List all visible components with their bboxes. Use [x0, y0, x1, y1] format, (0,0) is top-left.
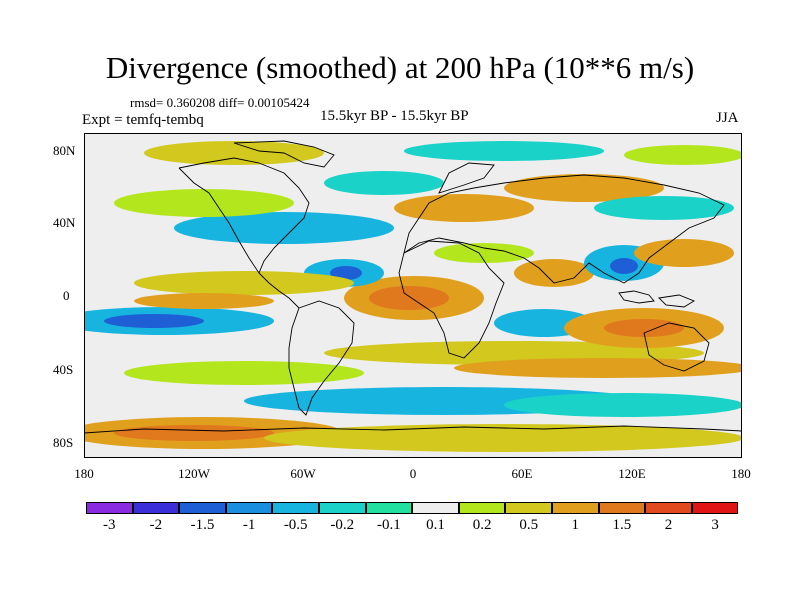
field-blob [324, 171, 444, 195]
field-blob [634, 239, 734, 267]
field-blob [124, 361, 364, 385]
colorbar-swatch [552, 502, 599, 514]
colorbar-swatch [598, 502, 646, 514]
colorbar-label: -2 [149, 517, 163, 533]
lon-label-0: 0 [409, 466, 417, 481]
colorbar-label: 0.5 [519, 517, 539, 533]
colorbar-swatch [225, 502, 273, 514]
colorbar-label: 2 [664, 517, 673, 533]
experiment-label: Expt = temfq-tembq [82, 112, 204, 128]
colorbar-swatch [272, 502, 319, 514]
chart-title: Divergence (smoothed) at 200 hPa (10**6 … [105, 50, 695, 85]
colorbar-swatch [365, 502, 413, 514]
field-blob [264, 424, 742, 452]
colorbar-swatch [412, 502, 459, 514]
field-blob [454, 358, 742, 378]
map-frame [84, 133, 742, 458]
lat-label-80s: 80S [53, 435, 74, 450]
field-blob [604, 319, 684, 337]
lon-label-180w: 180 [74, 466, 94, 481]
colorbar-swatch [645, 502, 692, 514]
colorbar-swatch [86, 502, 133, 514]
lat-label-80n: 80N [53, 143, 76, 158]
colorbar-swatch [691, 502, 739, 514]
lon-label-180e: 180 [731, 466, 751, 481]
colorbar-label: 1 [571, 517, 580, 533]
lon-label-60e: 60E [511, 466, 533, 481]
field-blob [114, 425, 274, 441]
colorbar-swatch [132, 502, 180, 514]
colorbar-swatch [505, 502, 552, 514]
field-blob [504, 393, 742, 417]
field-blob [610, 258, 638, 274]
colorbar-label: -0.2 [330, 517, 355, 533]
field-blob [369, 286, 449, 310]
colorbar-label: -1 [242, 517, 256, 533]
field-blob [134, 271, 354, 295]
season-label: JJA [716, 110, 739, 126]
stats-text: rmsd= 0.360208 diff= 0.00105424 [130, 95, 310, 110]
lat-label-0: 0 [63, 288, 70, 303]
colorbar-label: 0.1 [426, 517, 445, 533]
colorbar-swatch [319, 502, 366, 514]
field-blob [404, 141, 604, 161]
field-blob [330, 266, 362, 280]
coastlines [84, 140, 742, 434]
colorbar-label: -0.1 [377, 517, 401, 533]
field-blob [394, 194, 534, 222]
world-map-icon [84, 133, 742, 458]
colorbar-label: 0.2 [472, 517, 492, 533]
colorbar-swatch [458, 502, 506, 514]
colorbar-label: -1.5 [190, 517, 215, 533]
field-blob [594, 196, 734, 220]
colorbar-label: 1.5 [612, 517, 632, 533]
colorbar-label: -0.5 [283, 517, 308, 533]
lat-label-40s: 40S [53, 362, 74, 377]
lon-label-120w: 120W [178, 466, 210, 481]
lat-label-40n: 40N [53, 215, 76, 230]
field-blob [504, 174, 664, 202]
field-blob [114, 189, 294, 217]
field-blob [144, 141, 324, 165]
field-blob [174, 212, 394, 244]
field-blob [434, 243, 534, 263]
colorbar-swatch [179, 502, 226, 514]
colorbar-label: 3 [711, 517, 719, 533]
colorbar-label: -3 [103, 517, 116, 533]
field-blob [134, 293, 274, 309]
period-label: 15.5kyr BP - 15.5kyr BP [320, 108, 469, 124]
field-blob [104, 314, 204, 328]
field-blob [514, 259, 594, 287]
field-blob [624, 145, 742, 165]
lon-label-60w: 60W [290, 466, 316, 481]
lon-label-120e: 120E [618, 466, 646, 481]
